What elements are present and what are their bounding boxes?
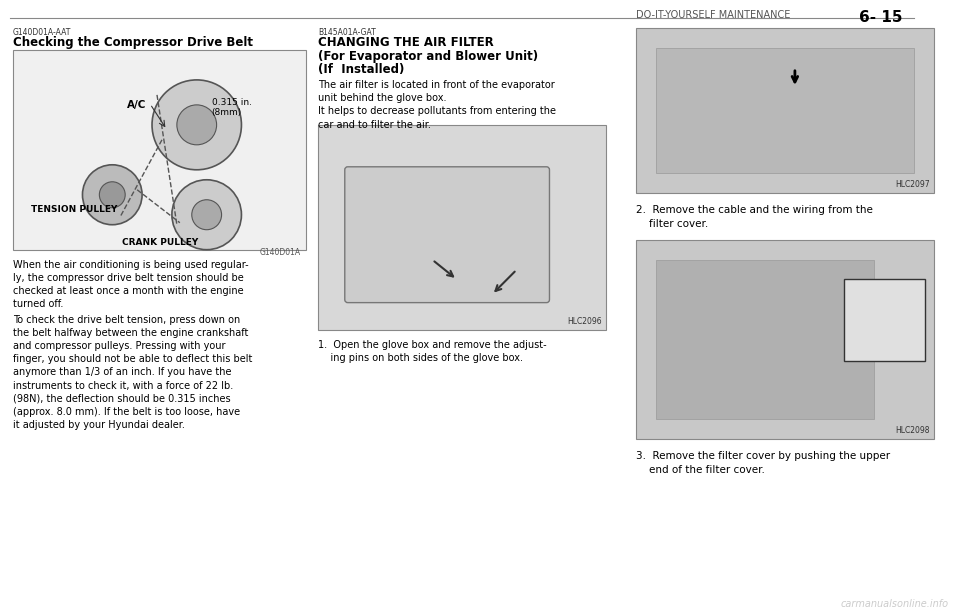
Text: HLC2096: HLC2096: [567, 316, 602, 326]
Text: CRANK PULLEY: CRANK PULLEY: [122, 237, 199, 247]
Text: 1.  Open the glove box and remove the adjust-
    ing pins on both sides of the : 1. Open the glove box and remove the adj…: [318, 340, 546, 363]
Text: G140D01A: G140D01A: [260, 248, 301, 256]
FancyBboxPatch shape: [656, 48, 914, 173]
Circle shape: [192, 200, 222, 230]
Text: Checking the Compressor Drive Belt: Checking the Compressor Drive Belt: [12, 36, 252, 49]
Circle shape: [100, 182, 125, 207]
FancyBboxPatch shape: [656, 259, 875, 419]
Text: To check the drive belt tension, press down on
the belt halfway between the engi: To check the drive belt tension, press d…: [12, 315, 252, 430]
Text: 6- 15: 6- 15: [859, 10, 903, 25]
Text: 2.  Remove the cable and the wiring from the
    filter cover.: 2. Remove the cable and the wiring from …: [636, 205, 873, 229]
Text: HLC2097: HLC2097: [896, 180, 930, 188]
FancyBboxPatch shape: [345, 167, 549, 302]
Text: TENSION PULLEY: TENSION PULLEY: [31, 205, 117, 214]
Text: CHANGING THE AIR FILTER: CHANGING THE AIR FILTER: [318, 36, 493, 49]
Text: DO-IT-YOURSELF MAINTENANCE: DO-IT-YOURSELF MAINTENANCE: [636, 10, 790, 20]
Text: G140D01A-AAT: G140D01A-AAT: [12, 28, 71, 37]
FancyBboxPatch shape: [318, 125, 606, 330]
FancyBboxPatch shape: [12, 50, 306, 250]
Text: The air filter is located in front of the evaporator
unit behind the glove box.
: The air filter is located in front of th…: [318, 80, 556, 130]
Text: When the air conditioning is being used regular-
ly, the compressor drive belt t: When the air conditioning is being used …: [12, 259, 249, 309]
Text: 3.  Remove the filter cover by pushing the upper
    end of the filter cover.: 3. Remove the filter cover by pushing th…: [636, 452, 890, 476]
Text: (If  Installed): (If Installed): [318, 63, 404, 76]
Text: B145A01A-GAT: B145A01A-GAT: [318, 28, 375, 37]
Text: (For Evaporator and Blower Unit): (For Evaporator and Blower Unit): [318, 50, 539, 63]
Text: HLC2098: HLC2098: [896, 427, 930, 436]
Circle shape: [83, 165, 142, 225]
Circle shape: [152, 80, 242, 170]
FancyBboxPatch shape: [636, 28, 934, 193]
Text: A/C: A/C: [127, 100, 147, 110]
Text: 0.315 in.
(8mm): 0.315 in. (8mm): [211, 98, 252, 118]
Circle shape: [177, 105, 217, 145]
FancyBboxPatch shape: [844, 278, 925, 360]
Text: carmanualsonline.info: carmanualsonline.info: [841, 599, 948, 610]
FancyBboxPatch shape: [636, 240, 934, 439]
Circle shape: [172, 180, 242, 250]
